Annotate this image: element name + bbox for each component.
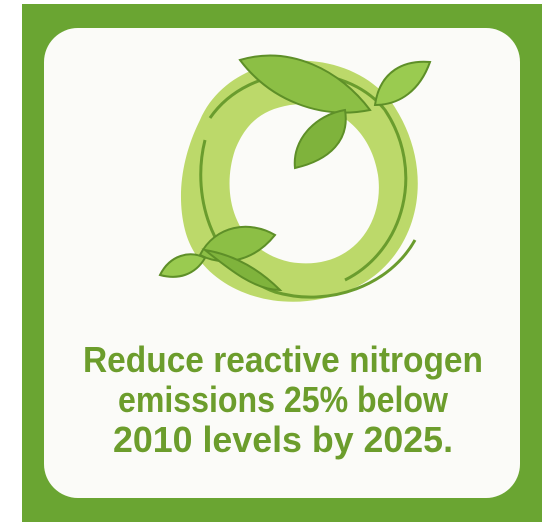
message-line: 2010 levels by 2025. — [113, 419, 453, 460]
message-line: emissions 25% below — [118, 379, 449, 420]
infographic: Reduce reactive nitrogen emissions 25% b… — [0, 0, 560, 527]
message-line: Reduce reactive nitrogen — [83, 339, 483, 380]
page: {"text": {"lines": ["Reduce reactive nit… — [0, 0, 560, 527]
